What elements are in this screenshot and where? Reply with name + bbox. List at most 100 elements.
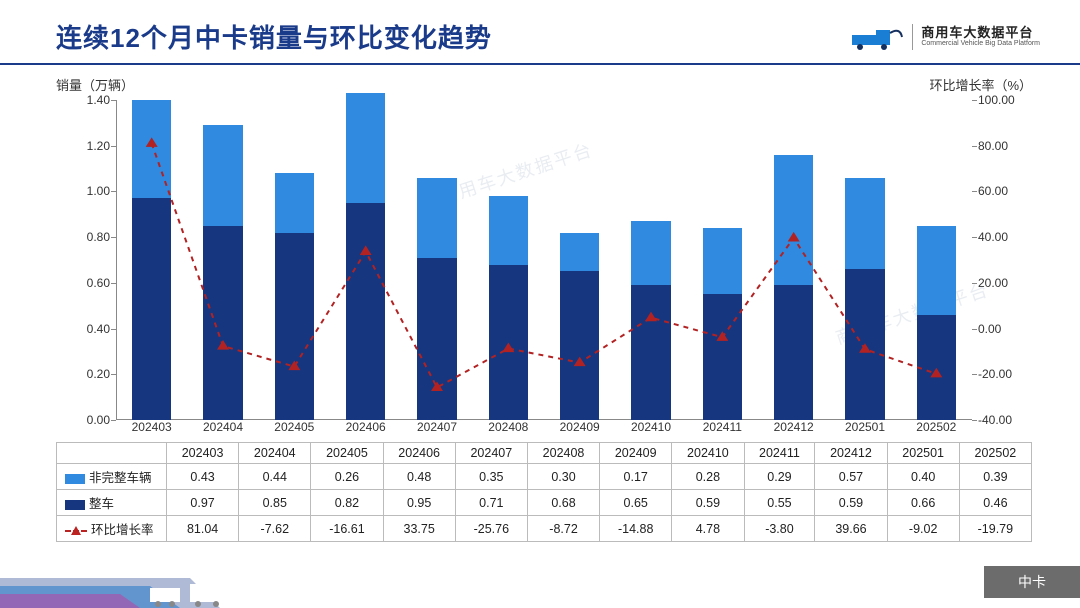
axis-labels: 销量（万辆） 环比增长率（%） <box>0 65 1080 94</box>
y2-tick-label: 0.00 <box>978 322 1032 336</box>
table-cell: -25.76 <box>455 516 527 542</box>
table-col-header: 202407 <box>455 443 527 464</box>
footer: 中卡 <box>0 564 1080 608</box>
line-marker-icon <box>716 331 728 341</box>
line-layer <box>116 100 972 420</box>
table-cell: 81.04 <box>167 516 239 542</box>
table-cell: 0.59 <box>672 490 744 516</box>
table-col-header: 202501 <box>887 443 959 464</box>
table-row-header: 非完整车辆 <box>57 464 167 490</box>
table-cell: 39.66 <box>815 516 887 542</box>
line-marker-icon <box>146 137 158 147</box>
table-cell: 0.59 <box>815 490 887 516</box>
table-cell: 0.95 <box>383 490 455 516</box>
table-cell: -19.79 <box>959 516 1031 542</box>
table-col-header: 202406 <box>383 443 455 464</box>
logo-text-en: Commercial Vehicle Big Data Platform <box>921 40 1040 48</box>
truck-logo-icon <box>850 23 904 51</box>
page-title: 连续12个月中卡销量与环比变化趋势 <box>56 18 492 55</box>
y1-tick-label: 1.40 <box>56 93 110 107</box>
data-table: 2024032024042024052024062024072024082024… <box>56 442 1032 542</box>
line-marker-icon <box>360 245 372 255</box>
table-col-header: 202411 <box>744 443 815 464</box>
x-category-label: 202502 <box>916 420 956 440</box>
logo-text-cn: 商用车大数据平台 <box>921 26 1040 40</box>
x-category-label: 202407 <box>417 420 457 440</box>
line-marker-icon <box>788 232 800 242</box>
table-cell: 0.48 <box>383 464 455 490</box>
table-cell: 0.28 <box>672 464 744 490</box>
y1-tick-label: 0.00 <box>56 413 110 427</box>
table-cell: 0.30 <box>527 464 599 490</box>
table-cell: 0.57 <box>815 464 887 490</box>
table-cell: -9.02 <box>887 516 959 542</box>
y2-tick-label: 80.00 <box>978 139 1032 153</box>
table-cell: -16.61 <box>311 516 383 542</box>
table-cell: 0.39 <box>959 464 1031 490</box>
header: 连续12个月中卡销量与环比变化趋势 商用车大数据平台 Commercial Ve… <box>0 0 1080 65</box>
table-cell: 0.85 <box>239 490 311 516</box>
x-category-label: 202410 <box>631 420 671 440</box>
table-col-header: 202502 <box>959 443 1031 464</box>
table-cell: 0.55 <box>744 490 815 516</box>
x-category-label: 202405 <box>274 420 314 440</box>
table-cell: 0.68 <box>527 490 599 516</box>
category-badge: 中卡 <box>984 566 1080 598</box>
line-marker-icon <box>930 368 942 378</box>
table-cell: 33.75 <box>383 516 455 542</box>
y2-axis-label: 环比增长率（%） <box>929 75 1032 94</box>
line-marker-icon <box>859 343 871 353</box>
line-marker-icon <box>502 343 514 353</box>
x-category-label: 202501 <box>845 420 885 440</box>
table-cell: 0.82 <box>311 490 383 516</box>
table-col-header: 202404 <box>239 443 311 464</box>
x-category-label: 202412 <box>774 420 814 440</box>
x-category-label: 202406 <box>346 420 386 440</box>
chart: 商用车大数据平台 商用车大数据平台 0.000.200.400.600.801.… <box>56 100 1032 440</box>
y2-tick-label: 20.00 <box>978 276 1032 290</box>
table-cell: 0.66 <box>887 490 959 516</box>
table-cell: 0.17 <box>600 464 672 490</box>
x-category-label: 202408 <box>488 420 528 440</box>
table-cell: 0.43 <box>167 464 239 490</box>
table-col-header: 202412 <box>815 443 887 464</box>
table-cell: 0.40 <box>887 464 959 490</box>
y1-tick-label: 0.60 <box>56 276 110 290</box>
table-cell: 0.46 <box>959 490 1031 516</box>
growth-line <box>152 143 937 387</box>
logo-divider <box>912 24 913 50</box>
x-category-label: 202404 <box>203 420 243 440</box>
y1-tick-label: 0.20 <box>56 367 110 381</box>
footer-streak-icon <box>0 564 260 608</box>
y1-tick-label: 1.00 <box>56 184 110 198</box>
y2-tick-label: -40.00 <box>978 413 1032 427</box>
x-category-label: 202411 <box>703 420 742 440</box>
x-category-label: 202409 <box>560 420 600 440</box>
y1-tick-label: 0.40 <box>56 322 110 336</box>
table-cell: 0.29 <box>744 464 815 490</box>
y2-tick-label: -20.00 <box>978 367 1032 381</box>
logo-block: 商用车大数据平台 Commercial Vehicle Big Data Pla… <box>850 23 1040 51</box>
table-col-header: 202410 <box>672 443 744 464</box>
y1-axis-label: 销量（万辆） <box>56 75 134 94</box>
y2-tick-label: 60.00 <box>978 184 1032 198</box>
table-col-header: 202408 <box>527 443 599 464</box>
table-cell: 0.35 <box>455 464 527 490</box>
y1-tick-label: 0.80 <box>56 230 110 244</box>
table-cell: 0.71 <box>455 490 527 516</box>
table-cell: 0.26 <box>311 464 383 490</box>
line-marker-icon <box>645 312 657 322</box>
table-cell: -8.72 <box>527 516 599 542</box>
table-cell: 0.65 <box>600 490 672 516</box>
table-row-header: 整车 <box>57 490 167 516</box>
y2-tick-label: 40.00 <box>978 230 1032 244</box>
table-col-header: 202403 <box>167 443 239 464</box>
table-cell: 0.44 <box>239 464 311 490</box>
y1-tick-label: 1.20 <box>56 139 110 153</box>
table-cell: -3.80 <box>744 516 815 542</box>
y2-tick-label: 100.00 <box>978 93 1032 107</box>
x-category-label: 202403 <box>132 420 172 440</box>
table-col-header: 202409 <box>600 443 672 464</box>
line-marker-icon <box>574 357 586 367</box>
table-col-header: 202405 <box>311 443 383 464</box>
